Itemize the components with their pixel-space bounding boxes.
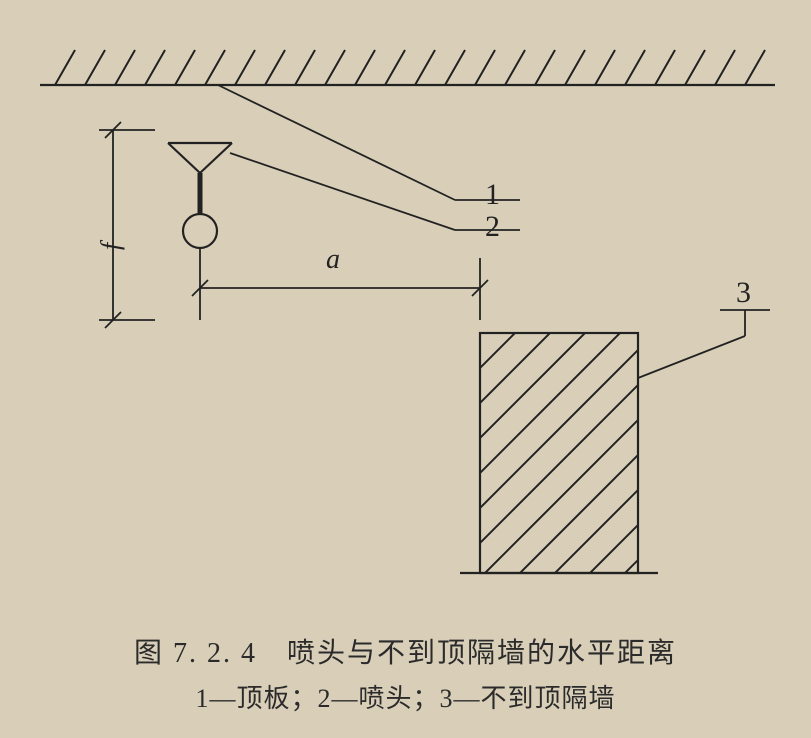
- diagram-page: { "figure": { "caption_main": "图 7. 2. 4…: [0, 0, 811, 738]
- sprinkler-icon: [168, 143, 232, 248]
- figure-7-2-4: [0, 0, 811, 738]
- leader-label-3: 3: [736, 276, 751, 310]
- leader-label-2: 2: [485, 210, 500, 244]
- figure-legend: 1—顶板；2—喷头；3—不到顶隔墙: [0, 678, 811, 715]
- dimension-f-label: f: [96, 243, 126, 250]
- dimension-a-label: a: [326, 244, 340, 276]
- ceiling-hatch: [55, 50, 765, 85]
- dimension-f: [99, 122, 155, 328]
- dimension-a: [192, 248, 488, 320]
- leader-label-1: 1: [485, 178, 500, 212]
- figure-title: 图 7. 2. 4 喷头与不到顶隔墙的水平距离: [0, 631, 811, 671]
